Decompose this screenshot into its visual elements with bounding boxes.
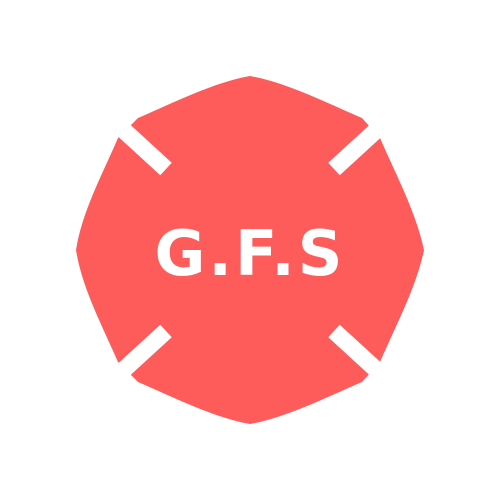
divider-top-left <box>112 118 172 176</box>
logo-text: G.F.S <box>155 217 346 290</box>
divider-bottom-right <box>328 324 388 382</box>
cross-dividers <box>112 118 388 382</box>
divider-top-right <box>328 118 388 176</box>
divider-bottom-left <box>112 324 172 382</box>
